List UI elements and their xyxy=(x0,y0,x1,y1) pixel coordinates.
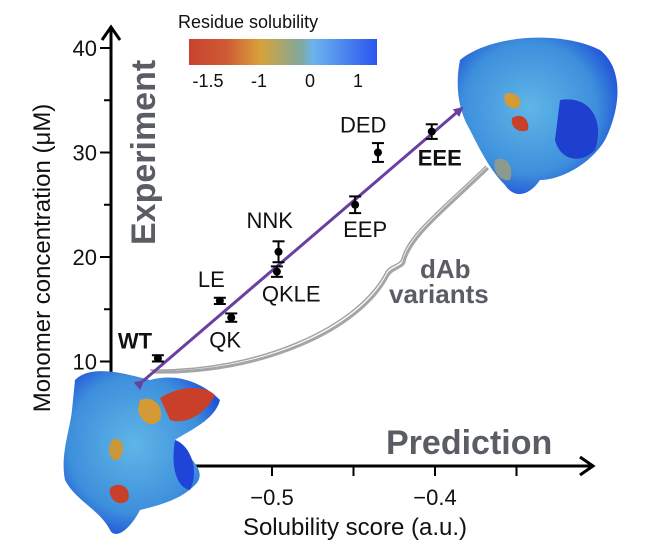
point-marker xyxy=(153,354,162,363)
colorbar-tick: 0 xyxy=(305,71,315,91)
point-marker xyxy=(227,313,236,322)
point-label: QKLE xyxy=(262,282,321,307)
point-label: DED xyxy=(340,113,386,138)
y-tick-label: 40 xyxy=(73,36,97,61)
y-tick-label: 10 xyxy=(73,350,97,375)
point-label: NNK xyxy=(247,208,294,233)
y-axis-arrowhead xyxy=(100,24,122,41)
data-point-eep: EEP xyxy=(343,195,387,242)
variants-label: variants xyxy=(389,279,489,309)
colorbar: Residue solubility -1.5 -1 0 1 xyxy=(178,12,377,91)
point-marker xyxy=(274,247,283,256)
data-point-ded: DED xyxy=(340,113,386,163)
colorbar-title: Residue solubility xyxy=(178,12,318,32)
x-tick-label: −0.4 xyxy=(413,485,456,510)
experiment-label: Experiment xyxy=(125,60,163,245)
protein-structure-eee xyxy=(457,37,618,195)
point-marker xyxy=(272,267,281,276)
data-point-qk: QK xyxy=(209,312,241,353)
data-point-wt: WT xyxy=(118,328,164,363)
x-axis-arrowhead xyxy=(579,455,596,477)
data-point-eee: EEE xyxy=(418,123,462,171)
data-point-qkle: QKLE xyxy=(262,265,321,307)
point-label: EEP xyxy=(343,217,387,242)
colorbar-gradient xyxy=(189,39,377,65)
x-axis-label: Solubility score (a.u.) xyxy=(243,514,467,541)
point-label: LE xyxy=(198,267,225,292)
point-label: WT xyxy=(118,328,153,353)
point-label: EEE xyxy=(418,146,462,171)
point-marker xyxy=(373,148,382,157)
x-tick-label: −0.5 xyxy=(250,485,293,510)
point-marker xyxy=(427,127,436,136)
colorbar-tick: -1.5 xyxy=(192,71,223,91)
prediction-label: Prediction xyxy=(386,424,552,462)
colorbar-tick: 1 xyxy=(353,71,363,91)
trend-arrow xyxy=(133,106,464,391)
y-axis-label: Monomer concentration (μM) xyxy=(29,104,56,413)
data-points: WT LE QK QKLE NNK EEP DED EEE xyxy=(118,113,462,363)
colorbar-tick: -1 xyxy=(251,71,267,91)
data-point-nnk: NNK xyxy=(247,208,294,264)
data-point-le: LE xyxy=(198,267,226,306)
protein-structure-wt xyxy=(63,371,220,534)
point-marker xyxy=(215,296,224,305)
point-label: QK xyxy=(209,328,241,353)
point-marker xyxy=(351,200,360,209)
y-tick-label: 20 xyxy=(73,245,97,270)
y-tick-label: 30 xyxy=(73,141,97,166)
